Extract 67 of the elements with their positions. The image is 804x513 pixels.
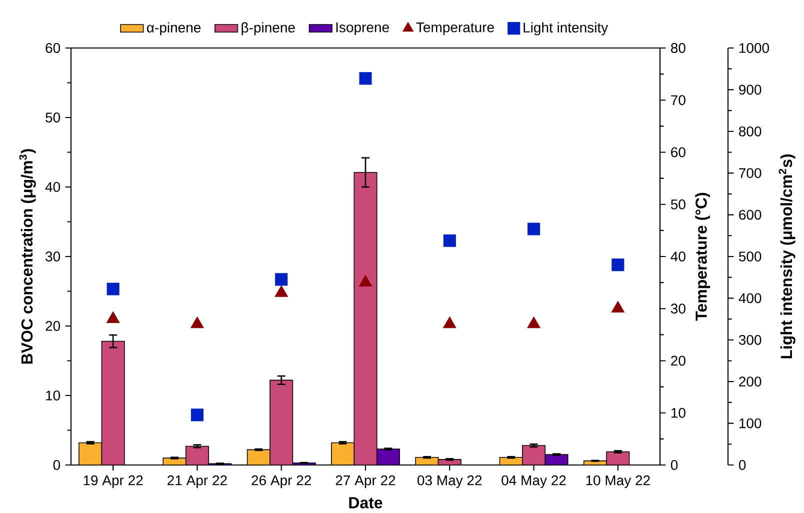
y2-tick-label: 40 — [670, 252, 686, 262]
bar — [246, 449, 270, 465]
y-tick-label: 50 — [46, 112, 60, 122]
y3-tick-label: 200 — [739, 376, 762, 387]
legend-label: Light intensity — [524, 22, 608, 36]
point — [275, 273, 288, 286]
legend-label: β-pinene — [242, 22, 295, 36]
y3-tick-label: 0 — [738, 460, 746, 470]
legend-label: Isoprene — [336, 22, 389, 36]
x-tick-label: 10 May 22 — [586, 475, 650, 488]
y2-tick-label: 50 — [670, 199, 686, 210]
y-tick-label: 40 — [45, 182, 60, 192]
point — [528, 222, 540, 236]
y-tick-label: 0 — [53, 460, 60, 470]
point — [106, 311, 120, 323]
y-tick-label: 10 — [46, 390, 60, 400]
y3-tick-label: 800 — [739, 126, 762, 136]
point — [443, 316, 456, 328]
y-tick-label: 60 — [46, 43, 60, 53]
bar — [270, 380, 294, 465]
y2-tick-label: 80 — [670, 43, 686, 53]
y3-tick-label: 900 — [739, 84, 762, 95]
point — [527, 316, 540, 328]
x-tick-label: 03 May 22 — [417, 475, 482, 488]
x-tick-label: 04 May 22 — [502, 475, 566, 488]
point — [274, 285, 288, 297]
x-tick-label: 27 Apr 22 — [336, 475, 396, 488]
bar — [522, 445, 546, 465]
legend-label: Temperature — [416, 22, 494, 36]
y3-tick-label: 600 — [739, 210, 762, 220]
y3-tick-label: 500 — [738, 252, 762, 262]
bar — [583, 460, 607, 465]
point — [358, 274, 372, 286]
bar — [606, 451, 630, 465]
y2-tick-label: 20 — [671, 356, 686, 366]
y2-tick-label: 0 — [670, 460, 678, 470]
y2-tick-label: 10 — [671, 408, 686, 418]
point — [190, 316, 204, 328]
y3-tick-label: 400 — [738, 293, 762, 304]
y2-tick-label: 30 — [670, 304, 686, 314]
y2-tick-label: 70 — [671, 95, 686, 106]
point — [611, 301, 625, 313]
bar — [331, 442, 355, 465]
x-axis-title: Date — [349, 497, 382, 508]
legend-label: α-pinene — [146, 22, 201, 36]
point — [190, 408, 204, 422]
point — [443, 234, 456, 247]
x-tick-label: 19 Apr 22 — [84, 475, 143, 488]
y3-tick-label: 100 — [739, 418, 762, 428]
y-tick-label: 30 — [46, 252, 60, 262]
bar — [101, 340, 125, 465]
bar — [354, 172, 378, 465]
y2-tick-label: 60 — [671, 147, 686, 158]
point — [359, 72, 372, 85]
y3-tick-label: 1000 — [739, 43, 769, 53]
x-tick-label: 26 Apr 22 — [252, 475, 311, 488]
point — [612, 258, 624, 272]
point — [106, 282, 120, 296]
bar — [185, 446, 209, 465]
y-tick-label: 20 — [46, 321, 60, 331]
y2-axis-title: Temperature (°C) — [695, 192, 710, 321]
y3-tick-label: 300 — [738, 334, 762, 345]
y3-tick-label: 700 — [739, 168, 762, 178]
bar — [78, 442, 102, 465]
x-tick-label: 21 Apr 22 — [168, 475, 227, 488]
y-axis-title: BVOC concentration (μg/m$^{3}$) — [19, 149, 36, 364]
y3-axis-title: Light intensity (μmol/cm$^{2}$s) — [778, 154, 796, 358]
